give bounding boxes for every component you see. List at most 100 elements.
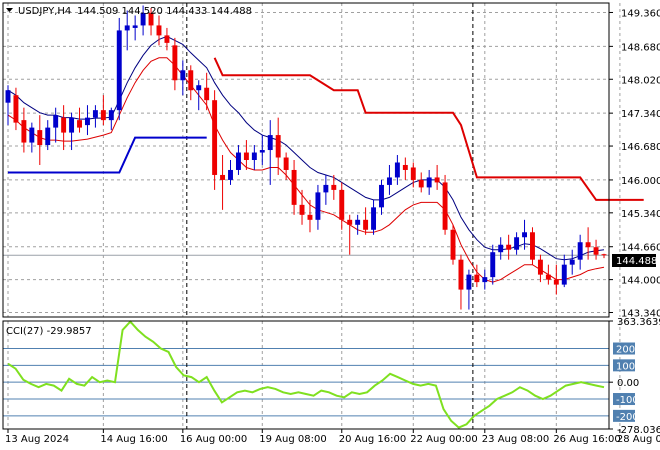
bull-candle [355,219,361,225]
bear-candle [156,25,162,36]
price-tick-label: 146.680 [621,142,660,153]
time-tick-label: 20 Aug 16:00 [339,434,406,445]
frames [2,2,610,430]
bear-candle [188,70,194,91]
bull-candle [514,237,520,250]
bull-candle [29,127,35,143]
bear-candle [204,87,210,101]
cci-tick-label: -278.036 [617,425,660,436]
bear-candle [275,135,281,158]
bear-candle [545,274,551,280]
separators [186,3,474,429]
bull-candle [5,90,11,103]
bear-candle [148,12,154,26]
bear-candle [347,219,353,225]
candles [5,5,607,310]
bull-candle [196,85,202,91]
bull-candle [394,162,400,178]
time-tick-label: 16 Aug 00:00 [180,434,247,445]
bear-candle [172,45,178,81]
bear-candle [61,117,67,133]
bear-candle [585,242,591,248]
bear-candle [402,164,408,170]
bear-candle [442,182,448,230]
time-tick-label: 13 Aug 2024 [5,434,69,445]
bull-candle [522,232,527,238]
time-axis: 13 Aug 2024 14 Aug 16:00 16 Aug 00:00 19 Au… [5,429,660,445]
cci-panel-frame [2,320,610,430]
bull-candle [228,169,233,180]
bull-candle [379,184,384,208]
price-tick-label: 148.680 [621,42,660,53]
price-tick-label: 147.340 [621,109,660,120]
current-price-label: 144.488 [616,256,657,267]
ohlc-readout: 144.509 144.520 144.433 144.488 [77,6,252,17]
moving-averages [7,35,605,283]
price-panel-frame [2,2,610,318]
price-axis: 149.360 148.680 148.020 147.340 146.680 146.0… [609,8,660,320]
bull-candle [92,110,98,118]
bear-candle [243,152,249,160]
bull-candle [108,110,114,121]
bear-candle [601,254,607,256]
bull-candle [235,152,241,170]
cci-line [7,320,605,429]
time-tick-label: 26 Aug 16:00 [553,434,620,445]
bear-candle [434,177,440,183]
cci-tick-label: 363.3639 [617,317,660,328]
bull-candle [45,127,51,146]
time-tick-label: 14 Aug 16:00 [100,434,167,445]
bull-candle [124,25,130,31]
bull-candle [482,277,488,283]
bear-candle [553,279,559,285]
cci-tick-label: 0.00 [617,378,639,389]
bear-candle [331,184,337,190]
bear-candle [474,274,480,283]
cci-level-badge [613,342,635,355]
bear-candle [307,214,313,220]
bear-candle [458,259,464,290]
bear-candle [100,110,106,121]
price-tick-label: 148.020 [621,75,660,86]
price-tick-label: 143.340 [621,309,660,320]
bull-candle [466,274,472,290]
bear-candle [506,244,512,250]
time-tick-label: 28 Aug 00:00 [617,434,660,445]
bull-candle [315,192,321,220]
bull-candle [577,242,583,260]
bear-candle [450,229,456,260]
cci-level-badge [613,409,635,422]
price-tick-label: 144.660 [621,243,660,254]
dropdown-triangle-icon[interactable] [6,8,13,12]
cci-level-badge [613,359,635,372]
bear-candle [13,95,19,123]
bear-candle [418,179,424,188]
bear-candle [283,157,289,170]
bear-candle [410,167,416,180]
cci-tick-label: 200 [616,345,635,356]
bear-candle [220,174,226,180]
cci-tick-label: 100 [616,361,635,372]
bear-candle [339,189,345,220]
time-tick-label: 22 Aug 00:00 [410,434,477,445]
bull-candle [53,115,59,128]
bull-candle [386,177,392,185]
cci-tick-label: -200 [616,412,639,423]
price-tick-label: 145.340 [621,209,660,220]
time-tick-label: 19 Aug 08:00 [259,434,326,445]
stop-lines [8,57,644,201]
bull-candle [561,264,567,285]
bear-candle [291,169,297,205]
bull-candle [498,244,504,253]
bull-candle [259,150,265,153]
bull-candle [323,184,329,193]
current-price-box [612,254,656,267]
symbol-label: USDJPY,H4 [18,6,71,17]
cci-axis: 363.3639 200 100 0.00 -100 -200 -278.036 [609,317,660,436]
bull-candle [69,117,75,133]
cci-tick-label: -100 [616,395,639,406]
bear-candle [363,219,369,230]
bear-candle [537,259,543,275]
